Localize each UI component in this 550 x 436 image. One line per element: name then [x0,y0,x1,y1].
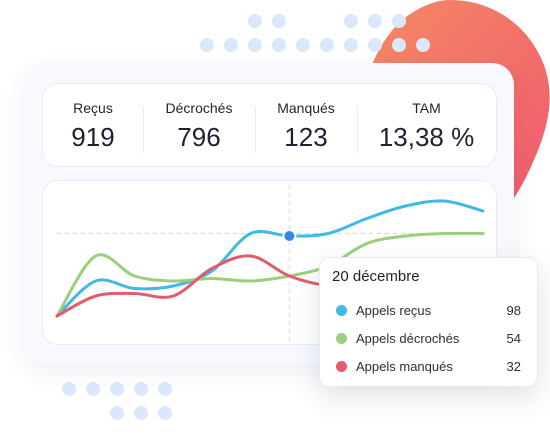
series-line-2 [55,231,485,318]
tooltip-series-label: Appels décrochés [356,330,460,346]
highlighted-point [282,229,297,243]
series-color-dot [336,304,347,316]
stat-value: 919 [71,121,115,152]
stat-tam: TAM 13,38 % [357,97,496,153]
decorative-dots-top [200,14,430,52]
series-line-1 [55,199,485,318]
stat-manques: Manqués 123 [255,97,357,153]
tooltip-series-value: 32 [506,358,521,374]
tooltip-series-label: Appels manqués [356,358,453,374]
stat-value: 13,38 % [378,121,475,152]
stat-label: Décrochés [165,99,233,116]
stat-value: 123 [284,121,328,152]
chart-tooltip: 20 décembre Appels reçus 98 Appels décro… [319,257,538,387]
tooltip-row-appels-decroches: Appels décrochés 54 [336,329,521,347]
stat-label: Manqués [277,99,335,116]
series-color-dot [336,332,347,344]
tooltip-row-appels-recus: Appels reçus 98 [336,301,521,319]
stats-card: Reçus 919 Décrochés 796 Manqués 123 TAM … [42,83,497,167]
tooltip-title: 20 décembre [332,268,420,285]
stat-value: 796 [177,121,221,152]
decorative-dots-bottom [62,382,172,420]
tooltip-row-appels-manques: Appels manqués 32 [336,357,521,375]
tooltip-series-value: 98 [506,302,521,318]
stat-label: TAM [412,99,441,116]
tooltip-series-value: 54 [506,330,521,346]
stat-recus: Reçus 919 [43,97,143,153]
stat-decroches: Décrochés 796 [143,97,255,153]
tooltip-series-label: Appels reçus [356,302,432,318]
calls-chart-card [42,180,497,345]
series-color-dot [336,360,347,372]
stat-label: Reçus [73,99,113,116]
